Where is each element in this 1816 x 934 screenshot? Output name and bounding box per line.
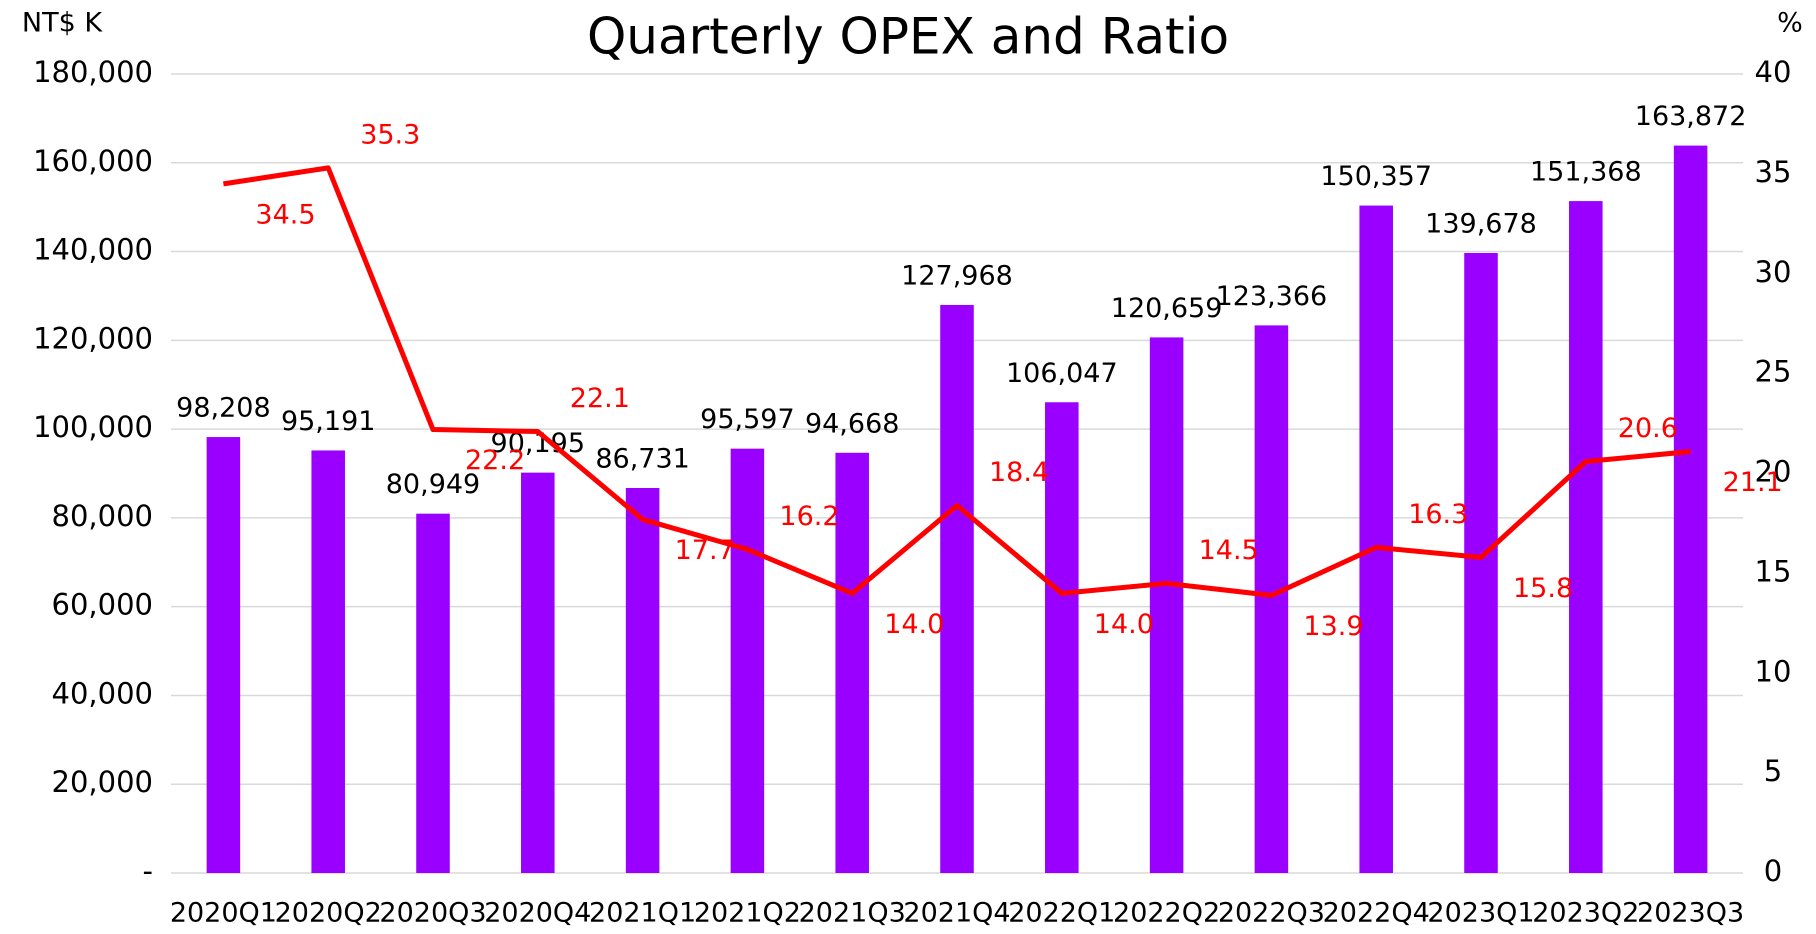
y-tick-label: 100,000 [33, 410, 153, 444]
ratio-value-label: 35.3 [360, 119, 420, 150]
ratio-value-label: 16.3 [1408, 499, 1468, 530]
x-tick-label: 2021Q1 [589, 898, 696, 929]
bar [625, 488, 660, 873]
ratio-line [223, 165, 1691, 598]
x-tick-label: 2021Q4 [903, 898, 1010, 929]
ratio-value-label: 14.0 [884, 609, 944, 640]
y-tick-label: 40,000 [52, 676, 153, 710]
y2-tick-label: 20 [1755, 455, 1792, 489]
bar-value-label: 123,366 [1216, 281, 1328, 312]
y-tick-label: 180,000 [33, 55, 153, 89]
bar [940, 304, 974, 874]
bar [1149, 337, 1184, 874]
y2-tick-label: 40 [1755, 55, 1792, 89]
y-tick-label: - [143, 854, 153, 888]
bar-value-label: 150,357 [1320, 161, 1432, 192]
bar-value-label: 86,731 [595, 444, 689, 475]
bar [416, 513, 450, 873]
y-tick-label: 140,000 [33, 233, 153, 267]
y-tick-label: 20,000 [52, 765, 153, 799]
bar-value-label: 98,208 [176, 393, 270, 424]
ratio-value-label: 14.0 [1094, 609, 1154, 640]
y2-tick-label: 10 [1755, 654, 1792, 688]
x-tick-label: 2022Q4 [1323, 898, 1430, 929]
y2-tick-label: 30 [1755, 255, 1792, 289]
x-tick-label: 2021Q3 [799, 898, 906, 929]
ratio-value-label: 16.2 [779, 501, 839, 532]
bar-value-label: 94,668 [805, 408, 899, 439]
bar [311, 450, 345, 873]
y-tick-label: 80,000 [52, 499, 153, 533]
bar-value-label: 106,047 [1006, 358, 1118, 389]
chart-title: Quarterly OPEX and Ratio [587, 8, 1229, 66]
ratio-value-label: 22.2 [465, 445, 525, 476]
bar-value-label: 127,968 [901, 260, 1013, 291]
ratio-value-label: 14.5 [1199, 535, 1259, 566]
bar [730, 448, 765, 873]
bar [1464, 252, 1498, 874]
x-tick-label: 2022Q1 [1008, 898, 1115, 929]
ratio-value-label: 15.8 [1513, 573, 1573, 604]
x-tick-label: 2023Q2 [1532, 898, 1639, 929]
bar [1673, 145, 1708, 873]
y2-tick-label: 0 [1764, 854, 1782, 888]
x-tick-label: 2022Q2 [1113, 898, 1220, 929]
y2-tick-label: 15 [1755, 554, 1792, 588]
ratio-value-label: 17.7 [675, 535, 735, 566]
bar [1254, 325, 1289, 873]
bar [1359, 205, 1393, 874]
y2-tick-label: 5 [1764, 754, 1782, 788]
x-tick-label: 2020Q4 [484, 898, 591, 929]
x-tick-label: 2023Q3 [1637, 898, 1744, 929]
ratio-value-label: 34.5 [255, 199, 315, 230]
y2-tick-label: 25 [1755, 355, 1792, 389]
bar-value-label: 139,678 [1425, 208, 1537, 239]
x-tick-label: 2023Q1 [1427, 898, 1534, 929]
x-tick-label: 2022Q3 [1218, 898, 1325, 929]
bar-value-label: 163,872 [1635, 101, 1747, 132]
x-tick-label: 2020Q1 [170, 898, 277, 929]
y-axis-label: NT$ K [22, 8, 103, 39]
x-tick-label: 2020Q2 [275, 898, 382, 929]
ratio-value-label: 20.6 [1618, 413, 1678, 444]
bar-value-label: 95,191 [281, 406, 375, 437]
bar-value-label: 95,597 [700, 404, 794, 435]
ratio-value-label: 22.1 [570, 383, 630, 414]
ratio-value-label: 18.4 [989, 457, 1049, 488]
bar [835, 452, 869, 873]
bar [1569, 201, 1603, 874]
ratio-value-label: 13.9 [1303, 611, 1363, 642]
bar-value-label: 151,368 [1530, 157, 1642, 188]
y2-axis-label: % [1777, 8, 1803, 39]
x-tick-label: 2021Q2 [694, 898, 801, 929]
x-tick-label: 2020Q3 [379, 898, 486, 929]
y-tick-label: 120,000 [33, 321, 153, 355]
bar-value-label: 120,659 [1111, 293, 1223, 324]
y2-tick-label: 35 [1755, 155, 1792, 189]
bar [521, 472, 555, 873]
bar-value-label: 80,949 [386, 469, 480, 500]
y-tick-label: 60,000 [52, 588, 153, 622]
ratio-value-label: 21.1 [1723, 467, 1783, 498]
y-tick-label: 160,000 [33, 144, 153, 178]
bar [206, 437, 241, 873]
bar [1045, 402, 1079, 873]
